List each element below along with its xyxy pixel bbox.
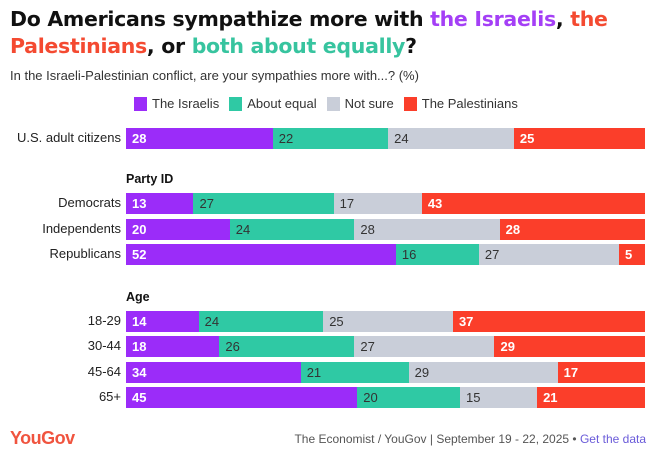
bar-segment-not-sure: 15 [460,387,538,408]
legend-swatch-not-sure [326,96,340,111]
row-label: 30-44 [87,338,121,353]
legend-label: The Palestinians [421,96,518,111]
bar-segment-palestinians: 5 [619,244,645,265]
bar-segment-palestinians: 21 [537,387,645,408]
bar-segment-not-sure: 29 [408,362,558,383]
row-label: 65+ [98,389,121,404]
legend-item-israelis: The Israelis [134,96,219,111]
bar-segment-not-sure: 27 [478,244,620,265]
title-equal: both about equally [191,34,406,58]
bar-segment-equal: 22 [272,128,389,149]
bar-segment-equal: 24 [229,219,355,240]
bar-segment-israelis: 45 [126,387,358,408]
bar-row: 18 26 27 29 [126,336,645,357]
bar-segment-israelis: 28 [126,128,273,149]
bar-segment-israelis: 20 [126,219,230,240]
row-label: Republicans [49,246,121,261]
bar-segment-palestinians: 25 [513,128,645,149]
bar-segment-palestinians: 29 [494,336,645,357]
bar-segment-palestinians: 28 [499,219,645,240]
bar-row: 45 20 15 21 [126,387,645,408]
legend-label: Not sure [344,96,394,111]
bar-segment-not-sure: 17 [333,193,422,214]
legend-swatch-equal [229,96,243,111]
title-palestinians: the Palestinians [10,7,608,58]
legend-label: About equal [247,96,317,111]
bar-segment-equal: 24 [198,311,324,332]
bar-segment-israelis: 14 [126,311,199,332]
yougov-logo: YouGov [10,428,75,448]
bar-row: 34 21 29 17 [126,362,645,383]
bar-segment-equal: 26 [219,336,355,357]
footer-source: The Economist / YouGov | September 19 - … [294,432,646,446]
get-data-link[interactable]: Get the data [579,432,646,446]
row-label: 18-29 [87,313,121,328]
title-text: Do Americans sympathize more with [10,7,431,31]
title-text: , or [146,34,192,58]
bar-segment-israelis: 52 [126,244,396,265]
bar-segment-equal: 16 [395,244,479,265]
bar-segment-israelis: 13 [126,193,194,214]
chart-subtitle: In the Israeli-Palestinian conflict, are… [10,68,419,83]
legend-item-equal: About equal [229,96,317,111]
bar-row: 13 27 17 43 [126,193,645,214]
bar-segment-equal: 20 [357,387,460,408]
bar-row: 14 24 25 37 [126,311,645,332]
bar-segment-not-sure: 27 [354,336,495,357]
bar-segment-not-sure: 24 [388,128,514,149]
group-label: Party ID [126,172,174,186]
title-text: ? [405,34,417,58]
bar-row: 20 24 28 28 [126,219,645,240]
bar-segment-israelis: 18 [126,336,220,357]
source-text: The Economist / YouGov | September 19 - … [294,432,580,446]
legend-item-not-sure: Not sure [326,96,394,111]
row-label: Independents [42,221,121,236]
legend-swatch-palestinians [403,96,417,111]
bar-row: 28 22 24 25 [126,128,645,149]
bar-segment-equal: 27 [193,193,334,214]
group-label: Age [126,290,150,304]
bar-segment-not-sure: 28 [354,219,500,240]
bar-segment-equal: 21 [300,362,409,383]
title-israelis: the Israelis [430,7,556,31]
bar-segment-palestinians: 43 [421,193,645,214]
row-label: Democrats [58,195,121,210]
bar-segment-israelis: 34 [126,362,301,383]
bar-segment-not-sure: 25 [323,311,453,332]
legend-label: The Israelis [152,96,220,111]
legend-swatch-israelis [134,96,147,111]
bar-row: 52 16 27 5 [126,244,645,265]
row-label: U.S. adult citizens [16,130,121,145]
bar-segment-palestinians: 17 [557,362,645,383]
legend: The Israelis About equal Not sure The Pa… [134,96,518,111]
title-text: , [555,7,571,31]
chart-title: Do Americans sympathize more with the Is… [10,6,650,60]
row-label: 45-64 [87,364,121,379]
bar-segment-palestinians: 37 [452,311,645,332]
legend-item-palestinians: The Palestinians [403,96,518,111]
